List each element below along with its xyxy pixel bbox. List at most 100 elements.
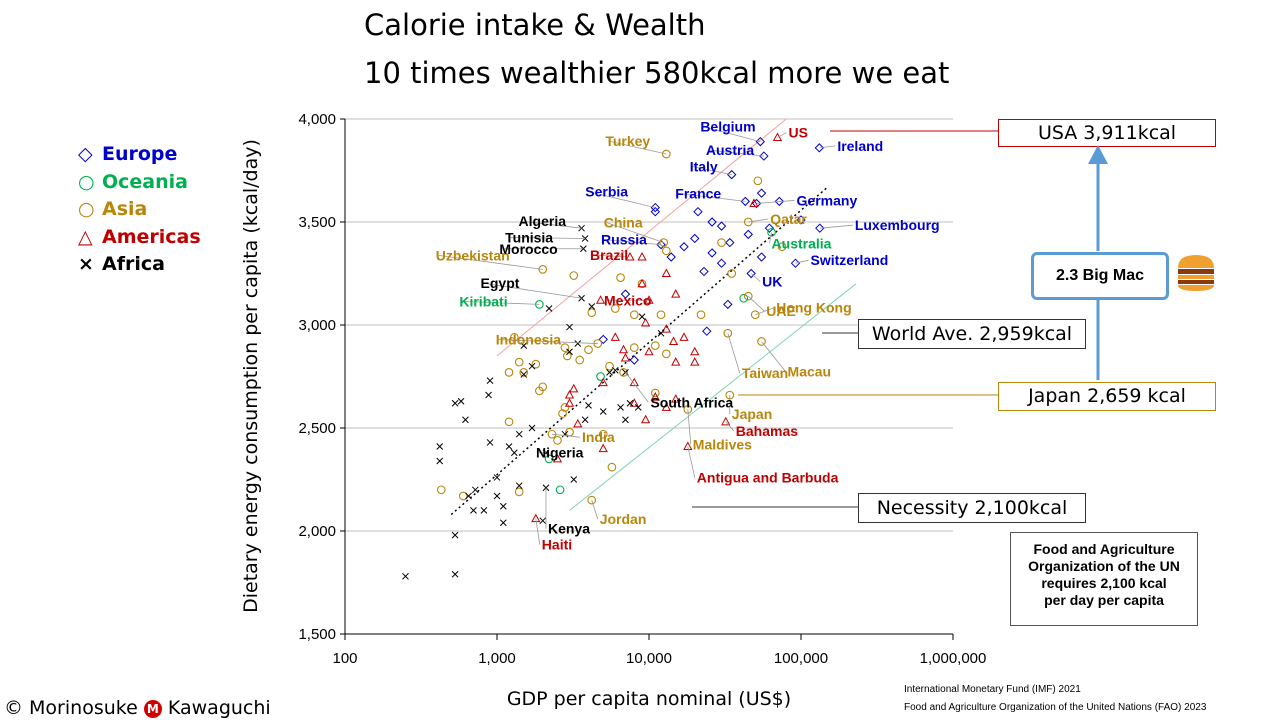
chart-subtitle: 10 times wealthier 580kcal more we eat	[364, 56, 950, 90]
marker-asia	[514, 487, 524, 497]
x-tick-label: 1,000,000	[920, 650, 987, 667]
marker-asia	[753, 176, 763, 186]
marker-americas	[564, 398, 575, 407]
label-leader	[687, 446, 696, 478]
marker-americas	[644, 346, 654, 356]
marker-asia	[598, 429, 608, 439]
marker-asia	[436, 485, 446, 495]
point-label: Brazil	[590, 247, 628, 263]
marker-europe	[814, 143, 825, 153]
marker-europe	[620, 289, 631, 299]
marker-africa	[606, 369, 613, 376]
marker-americas	[683, 441, 693, 451]
marker-africa	[462, 416, 469, 424]
label-leader	[591, 499, 599, 520]
marker-africa	[657, 329, 665, 337]
marker-europe	[796, 215, 806, 225]
legend-item-americas: △ Americas	[78, 225, 201, 248]
marker-asia	[616, 273, 625, 282]
marker-africa	[402, 572, 409, 580]
trend-line	[450, 186, 829, 516]
marker-europe	[650, 202, 660, 213]
marker-asia	[777, 242, 787, 252]
up-arrow-head	[1088, 145, 1108, 164]
point-label: Jordan	[600, 511, 647, 527]
x-tick-label: 100	[332, 650, 357, 667]
marker-oceania	[596, 372, 605, 381]
marker-asia	[587, 308, 597, 317]
marker-americas	[661, 324, 671, 333]
point-label: Bahamas	[736, 423, 798, 439]
marker-asia	[587, 495, 597, 505]
label-leader	[687, 409, 692, 445]
marker-asia	[504, 417, 514, 427]
marker-americas	[637, 251, 647, 261]
usa-callout: USA 3,911kcal	[998, 119, 1216, 147]
marker-europe	[759, 151, 769, 161]
marker-americas	[671, 394, 681, 403]
point-label: Australia	[772, 235, 832, 251]
world-average-callout: World Ave. 2,959kcal	[858, 319, 1086, 349]
marker-asia	[629, 310, 639, 320]
label-leader	[769, 232, 772, 244]
marker-asia	[558, 409, 567, 418]
label-leader	[756, 200, 795, 204]
point-label: Taiwan	[742, 365, 788, 381]
legend-item-asia: ○ Asia	[78, 198, 148, 220]
fao-requirement-note: Food and Agriculture Organization of the…	[1010, 532, 1198, 626]
marker-asia	[723, 328, 733, 338]
marker-asia	[661, 349, 671, 359]
legend-item-oceania: ○ Oceania	[78, 170, 188, 193]
marker-asia	[531, 359, 541, 369]
marker-asia	[610, 304, 620, 313]
reference-lines	[450, 118, 857, 516]
marker-oceania	[739, 293, 749, 303]
marker-asia	[575, 355, 585, 365]
point-label: Morocco	[499, 241, 557, 257]
label-leader	[462, 301, 540, 305]
upper-guide-line	[496, 118, 787, 357]
marker-africa	[634, 404, 642, 411]
marker-africa	[499, 519, 507, 527]
marker-americas	[598, 377, 608, 387]
marker-europe	[707, 248, 717, 258]
y-tick-label: 2,000	[298, 523, 336, 540]
point-label: Italy	[690, 159, 718, 175]
point-label: Kiribati	[459, 293, 507, 309]
marker-europe	[666, 252, 676, 262]
point-label: US	[788, 125, 807, 141]
marker-asia	[743, 291, 753, 301]
marker-africa	[436, 443, 444, 450]
label-leader	[755, 307, 775, 316]
marker-asia	[504, 368, 514, 377]
marker-asia	[607, 462, 617, 472]
marker-americas	[690, 346, 700, 356]
marker-asia	[562, 351, 572, 361]
marker-oceania	[767, 227, 776, 237]
marker-americas	[629, 377, 639, 387]
marker-asia	[629, 343, 639, 353]
marker-asia	[650, 341, 660, 350]
x-tick-label: 100,000	[774, 650, 828, 667]
marker-europe	[716, 258, 727, 268]
marker-europe	[598, 334, 608, 345]
point-label: Turkey	[605, 133, 650, 149]
label-leader	[588, 191, 656, 208]
marker-europe	[725, 237, 735, 248]
marker-africa	[471, 486, 479, 494]
point-label: Kenya	[548, 521, 590, 537]
legend-item-africa: × Africa	[78, 253, 165, 275]
point-label: India	[582, 429, 615, 445]
marker-asia	[514, 357, 524, 367]
lower-guide-line	[569, 283, 857, 511]
marker-africa	[485, 391, 492, 399]
label-leader	[604, 239, 662, 246]
marker-africa	[493, 492, 501, 500]
marker-asia	[605, 361, 614, 371]
label-leader	[748, 218, 769, 223]
label-leader	[692, 166, 732, 176]
point-label: Switzerland	[810, 252, 888, 268]
marker-americas	[661, 268, 671, 277]
marker-americas	[569, 383, 579, 393]
point-label: Antigua and Barbuda	[697, 470, 839, 486]
